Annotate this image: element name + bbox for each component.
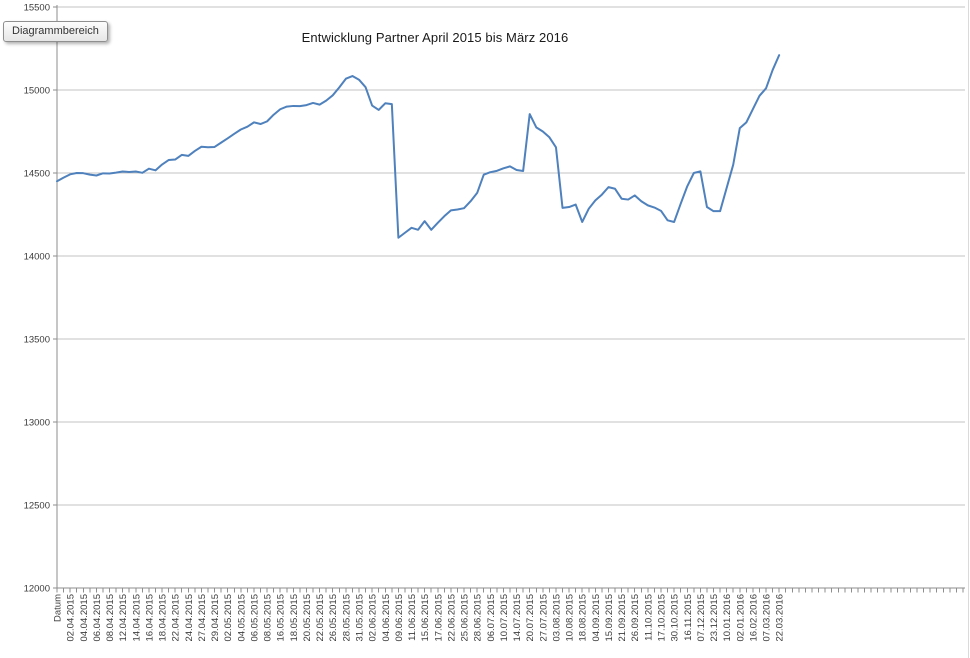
x-tick-label: 20.07.2015 bbox=[525, 594, 536, 642]
axes bbox=[56, 5, 965, 589]
chart-right-border bbox=[968, 0, 969, 658]
x-tick-label: 10.07.2015 bbox=[499, 594, 510, 642]
x-tick-label: 12.04.2015 bbox=[118, 594, 129, 642]
x-tick-label: 20.05.2015 bbox=[302, 594, 313, 642]
x-tick-label: 30.10.2015 bbox=[670, 594, 681, 642]
y-tick-label: 15000 bbox=[24, 86, 50, 97]
x-tick-label: 04.06.2015 bbox=[381, 594, 392, 642]
x-tick-label: 06.04.2015 bbox=[92, 594, 103, 642]
x-tick-label: 16.05.2015 bbox=[276, 594, 287, 642]
x-tick-label: 16.02.2016 bbox=[748, 594, 759, 642]
x-tick-label: 18.04.2015 bbox=[158, 594, 169, 642]
x-tick-label: 26.05.2015 bbox=[328, 594, 339, 642]
y-tick-label: 12500 bbox=[24, 501, 50, 512]
y-gridlines bbox=[57, 6, 965, 589]
y-tick-marks bbox=[53, 6, 57, 589]
x-axis-labels: Datum 02.04.2015 04.04.2015 06.04.2015 08.04… bbox=[53, 594, 786, 642]
x-tick-label: 27.07.2015 bbox=[538, 594, 549, 642]
x-tick-label: 07.03.2016 bbox=[762, 594, 773, 642]
x-tick-label: 16.04.2015 bbox=[144, 594, 155, 642]
x-tick-label: 02.06.2015 bbox=[368, 594, 379, 642]
x-tick-label: 03.08.2015 bbox=[551, 594, 562, 642]
y-axis-labels: 15500 15000 14500 14000 13500 13000 12500 12000 bbox=[24, 3, 50, 595]
x-tick-label: 10.01.2016 bbox=[722, 594, 733, 642]
x-tick-label: 29.04.2015 bbox=[210, 594, 221, 642]
x-tick-label: Datum bbox=[53, 594, 64, 622]
x-tick-marks bbox=[56, 588, 964, 593]
y-tick-label: 12000 bbox=[24, 584, 50, 595]
x-tick-label: 18.05.2015 bbox=[289, 594, 300, 642]
x-tick-label: 04.05.2015 bbox=[236, 594, 247, 642]
y-tick-label: 13500 bbox=[24, 335, 50, 346]
x-tick-label: 24.04.2015 bbox=[184, 594, 195, 642]
x-tick-label: 15.06.2015 bbox=[420, 594, 431, 642]
x-tick-label: 14.07.2015 bbox=[512, 594, 523, 642]
x-tick-label: 06.05.2015 bbox=[249, 594, 260, 642]
x-tick-label: 10.08.2015 bbox=[565, 594, 576, 642]
x-tick-label: 04.09.2015 bbox=[591, 594, 602, 642]
x-tick-label: 07.12.2015 bbox=[696, 594, 707, 642]
x-tick-label: 23.12.2015 bbox=[709, 594, 720, 642]
y-tick-label: 15500 bbox=[24, 3, 50, 14]
x-tick-label: 18.08.2015 bbox=[578, 594, 589, 642]
x-tick-label: 22.05.2015 bbox=[315, 594, 326, 642]
x-tick-label: 28.05.2015 bbox=[341, 594, 352, 642]
x-tick-label: 25.06.2015 bbox=[460, 594, 471, 642]
x-tick-label: 28.06.2015 bbox=[473, 594, 484, 642]
x-tick-label: 22.03.2016 bbox=[775, 594, 786, 642]
x-tick-label: 08.04.2015 bbox=[105, 594, 116, 642]
chart-title: Entwicklung Partner April 2015 bis März … bbox=[301, 30, 569, 45]
chart-area-tooltip: Diagrammbereich bbox=[3, 21, 108, 42]
x-tick-label: 11.10.2015 bbox=[643, 594, 654, 641]
x-tick-label: 02.01.2016 bbox=[735, 594, 746, 642]
x-tick-label: 16.11.2015 bbox=[683, 594, 694, 641]
data-series-line bbox=[56, 54, 781, 239]
x-tick-label: 21.09.2015 bbox=[617, 594, 628, 642]
tooltip-label: Diagrammbereich bbox=[12, 25, 99, 37]
x-tick-label: 22.04.2015 bbox=[171, 594, 182, 642]
x-tick-label: 26.09.2015 bbox=[630, 594, 641, 642]
x-tick-label: 17.10.2015 bbox=[657, 594, 668, 642]
y-tick-label: 14000 bbox=[24, 252, 50, 263]
x-tick-label: 04.04.2015 bbox=[79, 594, 90, 642]
x-tick-label: 02.04.2015 bbox=[66, 594, 77, 642]
x-tick-label: 06.07.2015 bbox=[486, 594, 497, 642]
x-tick-label: 15.09.2015 bbox=[604, 594, 615, 642]
x-tick-label: 09.06.2015 bbox=[394, 594, 405, 642]
x-tick-label: 11.06.2015 bbox=[407, 594, 418, 641]
y-tick-label: 13000 bbox=[24, 418, 50, 429]
x-tick-label: 22.06.2015 bbox=[446, 594, 457, 642]
x-tick-label: 17.06.2015 bbox=[433, 594, 444, 642]
y-tick-label: 14500 bbox=[24, 169, 50, 180]
x-tick-label: 27.04.2015 bbox=[197, 594, 208, 642]
x-tick-label: 08.05.2015 bbox=[263, 594, 274, 642]
x-tick-label: 02.05.2015 bbox=[223, 594, 234, 642]
x-tick-label: 14.04.2015 bbox=[131, 594, 142, 642]
x-tick-label: 31.05.2015 bbox=[355, 594, 366, 642]
